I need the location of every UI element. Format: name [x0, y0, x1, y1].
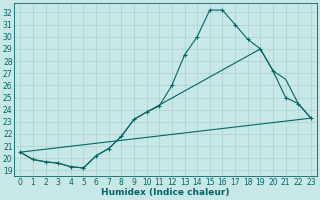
X-axis label: Humidex (Indice chaleur): Humidex (Indice chaleur): [101, 188, 230, 197]
